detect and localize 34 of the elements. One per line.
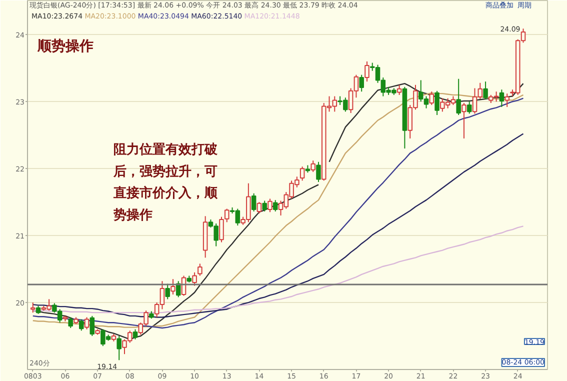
candlestick [300, 166, 305, 182]
candlestick [310, 160, 316, 172]
candlestick [462, 102, 466, 139]
candlestick [499, 89, 504, 108]
candlestick [359, 74, 364, 92]
candlestick [176, 280, 181, 298]
candlestick [192, 272, 197, 286]
line-series [32, 133, 524, 318]
candlestick [84, 316, 90, 330]
candlestick [116, 336, 122, 361]
candlestick [132, 328, 138, 340]
candlestick [256, 202, 262, 214]
candlestick [79, 318, 84, 332]
candlestick [198, 263, 202, 276]
candlestick [262, 200, 267, 212]
candlestick [466, 101, 472, 114]
candlestick [483, 81, 488, 100]
candlestick [251, 192, 256, 212]
candlestick [364, 60, 370, 82]
candlestick [68, 316, 73, 328]
candlestick [165, 283, 170, 300]
candlestick [272, 200, 278, 212]
candlestick [456, 78, 461, 116]
candlestick [316, 161, 321, 182]
candlestick [429, 91, 434, 106]
candlestick [90, 315, 95, 337]
candlestick [170, 278, 176, 295]
text: 顺势操作 [36, 38, 94, 54]
candlestick [434, 90, 440, 116]
candlestick [30, 302, 36, 314]
candlestick [504, 93, 510, 108]
candlestick [396, 84, 402, 96]
annotation: 阻力位置有效打破后，强势拉升，可直接市价介入，顺势操作 [112, 142, 218, 223]
candlestick [268, 198, 272, 213]
